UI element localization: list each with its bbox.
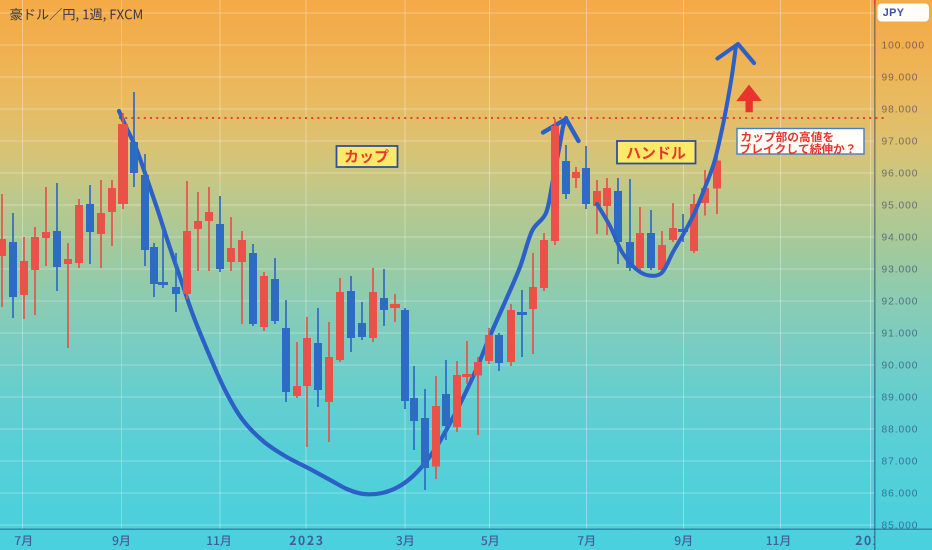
svg-text:95.000: 95.000 [882, 200, 919, 211]
svg-text:88.000: 88.000 [882, 424, 919, 435]
svg-text:85.000: 85.000 [882, 520, 919, 531]
svg-text:90.000: 90.000 [882, 360, 919, 371]
svg-text:92.000: 92.000 [882, 296, 919, 307]
svg-text:99.000: 99.000 [882, 72, 919, 83]
svg-text:93.000: 93.000 [882, 264, 919, 275]
svg-text:98.000: 98.000 [882, 104, 919, 115]
svg-text:JPY: JPY [883, 7, 905, 19]
svg-text:89.000: 89.000 [882, 392, 919, 403]
svg-text:96.000: 96.000 [882, 168, 919, 179]
svg-text:97.000: 97.000 [882, 136, 919, 147]
svg-text:100.000: 100.000 [882, 40, 925, 51]
svg-text:91.000: 91.000 [882, 328, 919, 339]
svg-text:86.000: 86.000 [882, 488, 919, 499]
svg-text:87.000: 87.000 [882, 456, 919, 467]
svg-text:94.000: 94.000 [882, 232, 919, 243]
